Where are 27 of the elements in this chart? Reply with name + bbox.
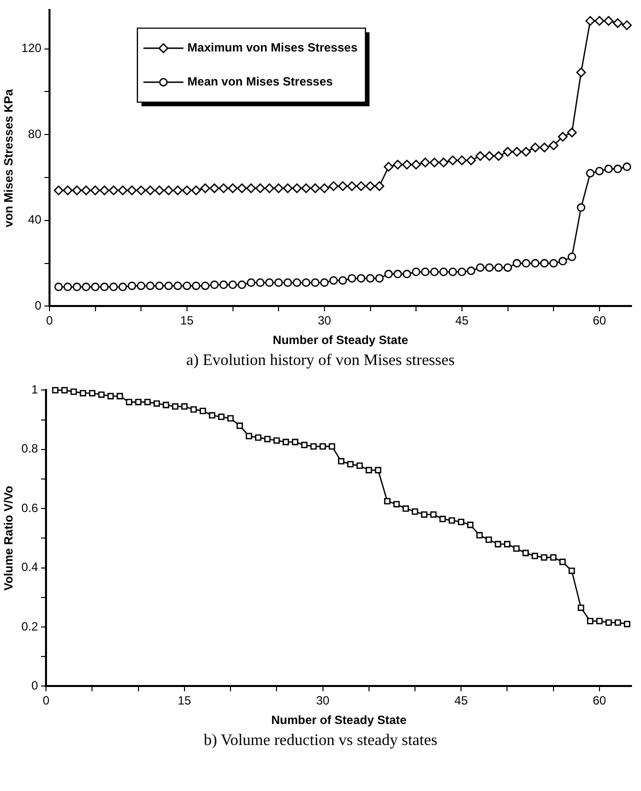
y-tick-label: 0	[34, 298, 42, 313]
x-tick-label: 45	[455, 314, 469, 328]
y-tick-label: 40	[28, 212, 42, 227]
x-tick-label: 0	[46, 314, 54, 328]
text: a) Evolution history of von Mises stresses	[185, 352, 456, 370]
legend-label: Maximum von Mises Stresses	[187, 40, 358, 55]
x-tick-label: 15	[180, 314, 194, 328]
x-tick-label: 30	[318, 314, 332, 328]
y-tick-label: 0.6	[21, 500, 38, 515]
y-tick-label: 0.2	[21, 619, 38, 634]
y-tick-label: 0	[31, 678, 38, 693]
x-tick-label: 15	[178, 694, 192, 708]
y-tick-label: 80	[28, 126, 42, 141]
x-tick-label: 60	[592, 694, 606, 708]
x-axis-title: Number of Steady State	[271, 713, 407, 728]
y-tick-label: 120	[21, 41, 42, 56]
x-tick-label: 60	[592, 314, 606, 328]
x-tick-label: 30	[316, 694, 330, 708]
x-tick-label: 45	[454, 694, 468, 708]
text: b) Volume reduction vs steady states	[202, 732, 438, 750]
y-axis-title: Volume Ratio V/Vo	[2, 486, 16, 591]
y-tick-label: 0.8	[21, 442, 38, 456]
y-tick-label: 1	[31, 382, 38, 397]
y-tick-label: 0.4	[21, 560, 38, 574]
x-axis-title: Number of Steady State	[272, 333, 408, 348]
y-axis-title: von Mises Stresses KPa	[2, 88, 16, 228]
legend-label: Mean von Mises Stresses	[187, 74, 334, 89]
